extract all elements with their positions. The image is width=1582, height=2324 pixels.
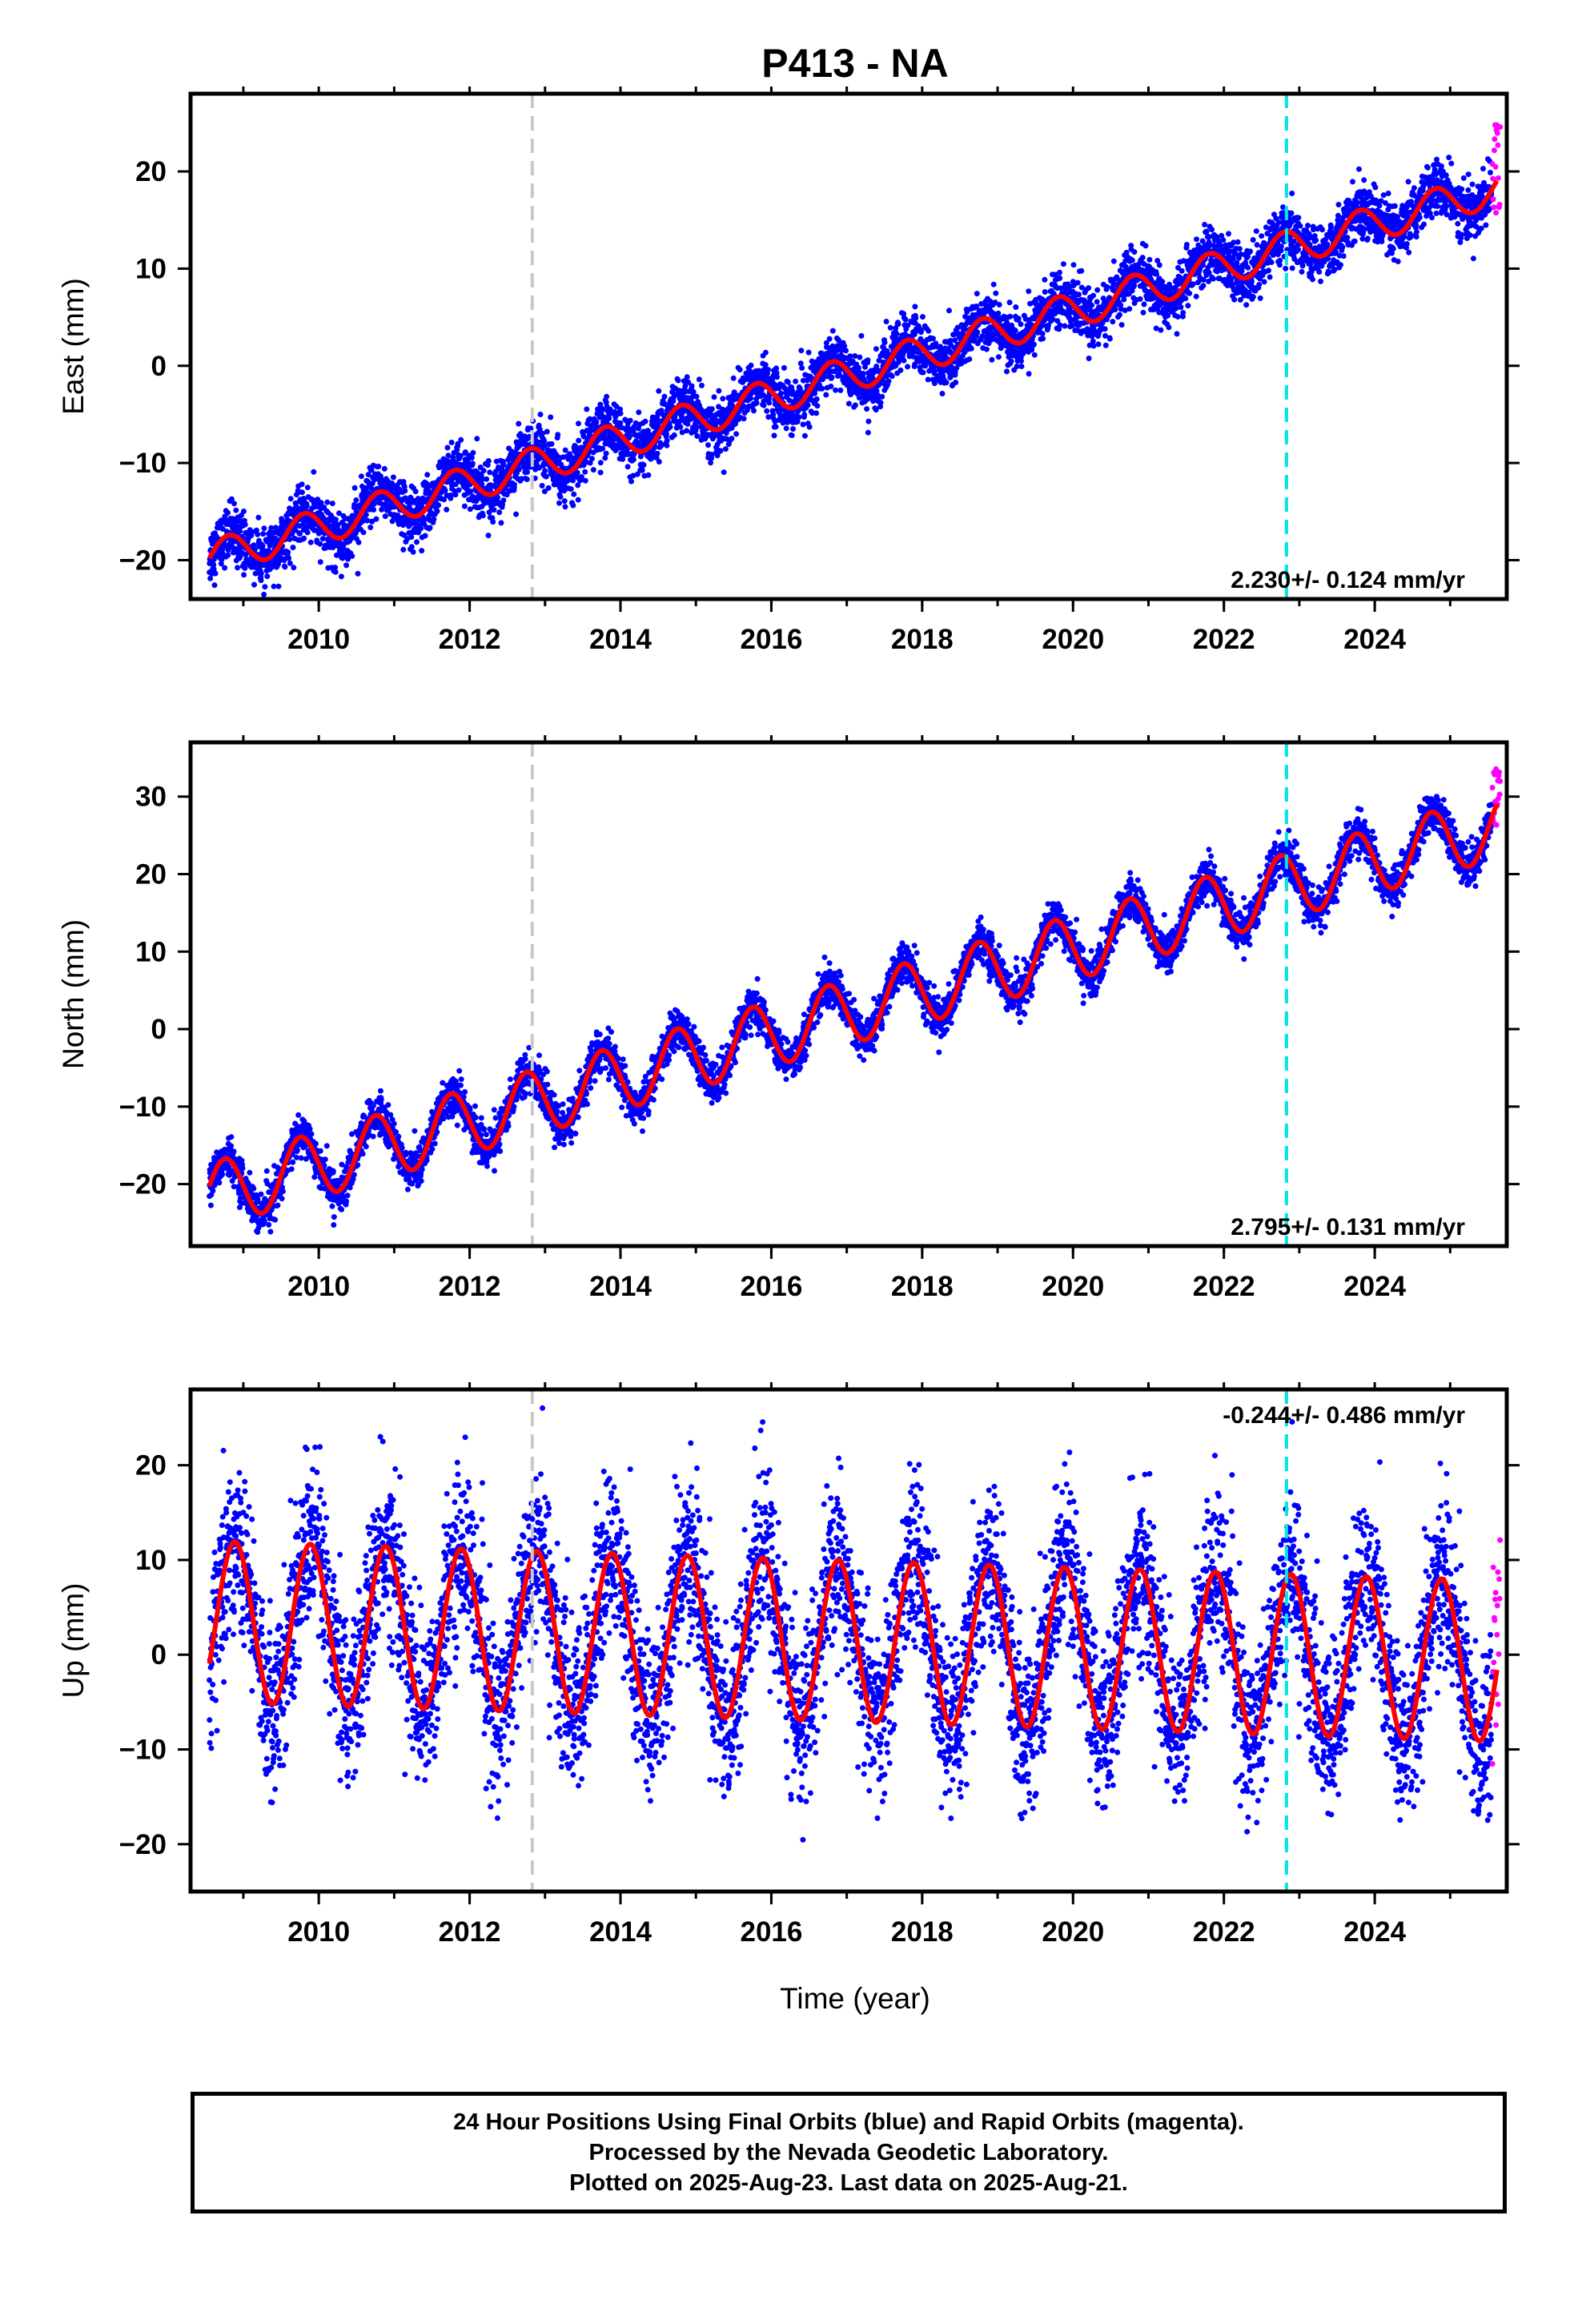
y-tick-label: −10 <box>119 1735 167 1766</box>
final-orbit-points <box>207 1405 1495 1843</box>
final-orbit-scatter <box>207 1405 1495 1843</box>
east-panel: 2010 2012 2014 2016 2018 2020 2022 2024 −20 −10 0 1… <box>57 86 1520 655</box>
plot-area <box>207 1405 1504 1843</box>
x-tick-label: 2012 <box>439 1916 501 1948</box>
model-fit-curve <box>207 802 1500 1216</box>
x-tick-label: 2016 <box>740 1271 802 1302</box>
panel-frame <box>188 1387 1509 1894</box>
x-tick-label: 2012 <box>439 1271 501 1302</box>
x-tick-label: 2022 <box>1193 1916 1255 1948</box>
plot-area <box>207 122 1504 597</box>
footer-line-orbits: 24 Hour Positions Using Final Orbits (bl… <box>453 2109 1244 2135</box>
y-tick-label: 0 <box>151 351 167 382</box>
y-axis-label: Up (mm) <box>57 1583 90 1699</box>
x-tick-label: 2014 <box>589 1271 652 1302</box>
x-tick-label: 2024 <box>1343 624 1406 655</box>
x-tick-label: 2020 <box>1042 1916 1104 1948</box>
x-tick-label: 2022 <box>1193 1271 1255 1302</box>
x-tick-label: 2012 <box>439 624 501 655</box>
up-panel: 2010 2012 2014 2016 2018 2020 2022 2024 −20 −10 0 1… <box>57 1382 1520 1948</box>
plot-area <box>207 766 1504 1235</box>
x-tick-label: 2022 <box>1193 624 1255 655</box>
velocity-rate-label: 2.795+/- 0.131 mm/yr <box>1231 1214 1465 1240</box>
velocity-rate-label: -0.244+/- 0.486 mm/yr <box>1223 1402 1465 1429</box>
model-fit-curve <box>207 179 1500 562</box>
x-tick-label: 2016 <box>740 1916 802 1948</box>
x-tick-label: 2018 <box>891 1271 954 1302</box>
x-tick-label: 2018 <box>891 1916 954 1948</box>
x-tick-label: 2018 <box>891 624 954 655</box>
panel-frame <box>188 740 1509 1248</box>
y-tick-label: −10 <box>119 1092 167 1123</box>
y-tick-label: 0 <box>151 1639 167 1671</box>
y-tick-label: 20 <box>135 1450 167 1482</box>
rapid-orbit-scatter <box>1489 122 1504 216</box>
y-tick-label: −20 <box>119 1829 167 1860</box>
y-tick-label: −20 <box>119 545 167 576</box>
y-tick-label: 20 <box>135 156 167 187</box>
x-tick-label: 2014 <box>589 1916 652 1948</box>
y-tick-label: 10 <box>135 936 167 967</box>
x-tick-label: 2020 <box>1042 624 1104 655</box>
velocity-rate-label: 2.230+/- 0.124 mm/yr <box>1231 567 1465 593</box>
y-tick-label: 20 <box>135 859 167 891</box>
north-panel: 2010 2012 2014 2016 2018 2020 2022 2024 −20 −10 0 1… <box>57 735 1520 1302</box>
x-tick-label: 2010 <box>287 1916 350 1948</box>
footer-line-plotted: Plotted on 2025-Aug-23. Last data on 202… <box>569 2170 1128 2196</box>
y-tick-label: 30 <box>135 782 167 813</box>
footer-caption-box: 24 Hour Positions Using Final Orbits (bl… <box>191 2092 1507 2213</box>
x-tick-label: 2010 <box>287 624 350 655</box>
panel-frame <box>188 91 1509 601</box>
x-tick-label: 2024 <box>1343 1271 1406 1302</box>
y-axis-label: North (mm) <box>57 919 90 1069</box>
x-tick-label: 2010 <box>287 1271 350 1302</box>
x-axis-label: Time (year) <box>780 1982 930 2015</box>
footer-line-processed: Processed by the Nevada Geodetic Laborat… <box>588 2140 1109 2165</box>
x-tick-label: 2024 <box>1343 1916 1406 1948</box>
y-tick-label: −20 <box>119 1169 167 1200</box>
x-tick-label: 2020 <box>1042 1271 1104 1302</box>
model-fit-curve <box>207 1539 1500 1744</box>
y-tick-label: 0 <box>151 1014 167 1045</box>
rapid-orbit-scatter <box>1489 1537 1504 1767</box>
y-tick-label: 10 <box>135 253 167 284</box>
final-orbit-points <box>207 794 1495 1235</box>
y-tick-label: 10 <box>135 1545 167 1576</box>
x-tick-label: 2016 <box>740 624 802 655</box>
x-tick-label: 2014 <box>589 624 652 655</box>
y-tick-label: −10 <box>119 448 167 479</box>
y-axis-label: East (mm) <box>57 278 90 415</box>
final-orbit-scatter <box>207 794 1495 1235</box>
figure-title: P413 - NA <box>761 41 948 86</box>
